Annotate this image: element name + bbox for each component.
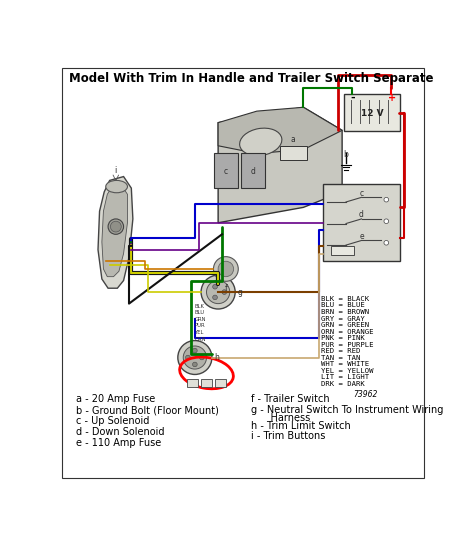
Text: a - 20 Amp Fuse: a - 20 Amp Fuse	[76, 394, 155, 405]
Bar	[215, 379, 226, 387]
Bar	[214, 154, 237, 188]
Text: -: -	[350, 93, 355, 103]
Text: d: d	[251, 167, 255, 176]
Bar	[187, 379, 198, 387]
Circle shape	[178, 341, 212, 374]
Circle shape	[183, 346, 207, 369]
Text: BLK
BLU
GRN
PUR
YEL
ORN: BLK BLU GRN PUR YEL ORN	[195, 304, 206, 341]
Text: GRN = GREEN: GRN = GREEN	[321, 322, 369, 328]
Text: +: +	[388, 93, 397, 103]
Circle shape	[213, 295, 218, 300]
Polygon shape	[98, 176, 133, 288]
Text: i: i	[115, 166, 117, 175]
Text: RED = RED: RED = RED	[321, 348, 361, 354]
Polygon shape	[218, 107, 342, 223]
Circle shape	[201, 275, 235, 309]
Bar	[241, 154, 264, 188]
Text: YEL = YELLOW: YEL = YELLOW	[321, 368, 374, 374]
Ellipse shape	[240, 128, 282, 156]
Circle shape	[384, 241, 389, 245]
Circle shape	[192, 348, 197, 353]
Text: b: b	[344, 150, 348, 159]
Bar	[323, 184, 400, 261]
Text: e - 110 Amp Fuse: e - 110 Amp Fuse	[76, 438, 162, 447]
Text: WHT = WHITE: WHT = WHITE	[321, 361, 369, 367]
Circle shape	[108, 219, 124, 234]
Text: g - Neutral Switch To Instrument Wiring: g - Neutral Switch To Instrument Wiring	[251, 405, 444, 415]
Text: PNK = PINK: PNK = PINK	[321, 335, 365, 341]
Text: h - Trim Limit Switch: h - Trim Limit Switch	[251, 421, 351, 431]
Polygon shape	[218, 107, 342, 154]
Text: f - Trailer Switch: f - Trailer Switch	[251, 394, 330, 405]
Text: i - Trim Buttons: i - Trim Buttons	[251, 431, 326, 441]
Text: a: a	[291, 135, 296, 144]
Circle shape	[222, 290, 227, 294]
Text: 73962: 73962	[353, 390, 378, 399]
Text: e: e	[359, 232, 364, 241]
Circle shape	[110, 221, 121, 232]
Circle shape	[384, 219, 389, 223]
Text: d - Down Solenoid: d - Down Solenoid	[76, 427, 165, 437]
Text: BLU = BLUE: BLU = BLUE	[321, 302, 365, 308]
Text: c: c	[224, 167, 228, 176]
Polygon shape	[102, 185, 128, 276]
Text: d: d	[359, 210, 364, 220]
Circle shape	[200, 355, 204, 360]
Circle shape	[192, 362, 197, 367]
Text: TAN = TAN: TAN = TAN	[321, 355, 361, 361]
Text: 12 V: 12 V	[361, 109, 383, 118]
Bar	[345, 94, 400, 131]
Text: c: c	[359, 189, 364, 198]
Bar	[201, 379, 212, 387]
Text: Harness: Harness	[258, 413, 310, 423]
Circle shape	[213, 256, 238, 281]
Text: BLK = BLACK: BLK = BLACK	[321, 296, 369, 302]
Bar	[280, 146, 307, 160]
Text: DRK = DARK: DRK = DARK	[321, 381, 365, 387]
Text: BRN = BROWN: BRN = BROWN	[321, 309, 369, 315]
Text: g: g	[237, 288, 242, 296]
Text: GRY = GRAY: GRY = GRAY	[321, 315, 365, 321]
Circle shape	[186, 355, 190, 360]
Circle shape	[207, 281, 230, 304]
Bar	[330, 246, 354, 255]
Text: Model With Trim In Handle and Trailer Switch Separate: Model With Trim In Handle and Trailer Sw…	[69, 72, 433, 85]
Text: c - Up Solenoid: c - Up Solenoid	[76, 416, 150, 426]
Text: h: h	[214, 353, 219, 362]
Text: PUR = PURPLE: PUR = PURPLE	[321, 342, 374, 348]
Text: LIT = LIGHT: LIT = LIGHT	[321, 374, 369, 380]
Circle shape	[213, 285, 218, 289]
Circle shape	[384, 197, 389, 202]
Text: f: f	[225, 285, 227, 293]
Ellipse shape	[106, 180, 128, 193]
Text: ORN = ORANGE: ORN = ORANGE	[321, 328, 374, 335]
Text: b - Ground Bolt (Floor Mount): b - Ground Bolt (Floor Mount)	[76, 405, 219, 415]
Circle shape	[218, 261, 234, 276]
